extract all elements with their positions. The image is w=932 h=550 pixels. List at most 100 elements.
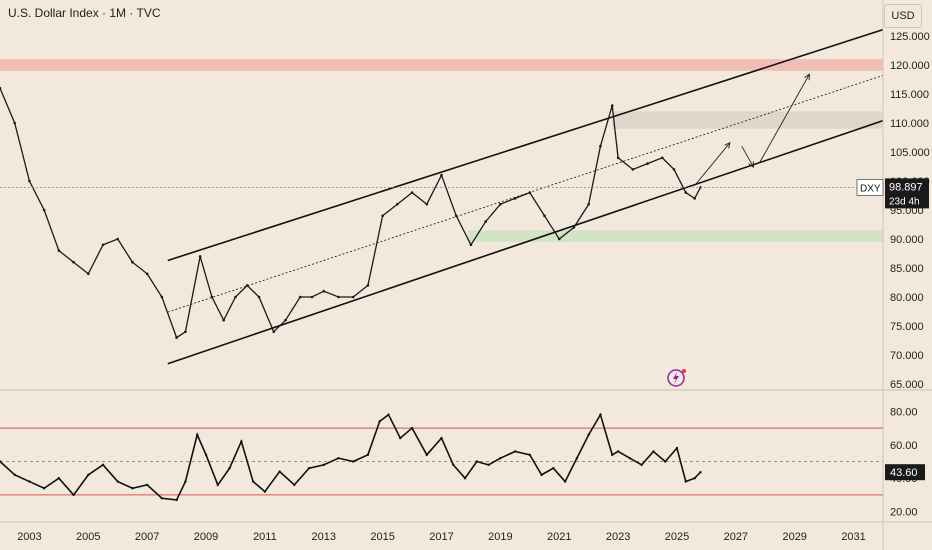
y-tick-label: 70.000 — [890, 350, 924, 362]
price-point — [0, 86, 2, 90]
rsi-point — [366, 453, 370, 457]
x-tick-label: 2005 — [76, 531, 100, 543]
price-point — [425, 202, 429, 206]
price-point — [145, 272, 149, 276]
rsi-point — [145, 483, 149, 487]
rsi-point — [175, 498, 178, 502]
projection-arrow — [694, 143, 730, 186]
price-point — [87, 272, 90, 276]
price-point — [616, 156, 620, 160]
rsi-point — [251, 480, 255, 483]
rsi-point — [196, 433, 199, 436]
y-tick-label: 120.000 — [890, 60, 930, 72]
price-point — [610, 104, 614, 107]
rsi-point — [387, 413, 390, 416]
price-point — [572, 226, 576, 229]
x-tick-label: 2009 — [194, 531, 218, 543]
price-point — [272, 330, 276, 334]
x-tick-label: 2017 — [429, 531, 453, 543]
y-tick-label: 125.000 — [890, 31, 930, 43]
rsi-point — [57, 477, 61, 480]
notification-dot — [682, 369, 686, 373]
price-point — [396, 202, 399, 206]
projection-arrow — [741, 145, 754, 167]
x-tick-label: 2011 — [253, 531, 277, 543]
price-point — [543, 214, 546, 218]
price-point — [210, 295, 214, 299]
rsi-point — [513, 450, 517, 453]
countdown-label: 23d 4h — [889, 196, 920, 207]
price-point — [631, 168, 635, 171]
rsi-point — [440, 436, 443, 440]
supply-zone — [612, 111, 883, 129]
y-tick-label: 105.000 — [890, 147, 930, 159]
rsi-value-badge — [885, 464, 925, 481]
price-point — [381, 214, 384, 218]
y-tick-label: 75.000 — [890, 321, 924, 333]
price-point — [298, 295, 302, 299]
price-point — [599, 144, 602, 148]
rsi-point — [452, 463, 455, 467]
x-tick-label: 2021 — [547, 531, 571, 543]
price-point — [116, 237, 120, 241]
rsi-point — [684, 480, 687, 483]
rsi-point — [463, 477, 467, 480]
rsi-point — [410, 426, 414, 430]
price-point — [57, 249, 61, 252]
rsi-tick-label: 60.00 — [890, 440, 918, 452]
rsi-point — [599, 413, 602, 416]
rsi-point — [263, 490, 267, 493]
last-price-label: 98.897 — [889, 181, 923, 193]
resistance-zone — [0, 59, 883, 71]
x-tick-label: 2031 — [841, 531, 865, 543]
rsi-point — [693, 477, 696, 480]
rsi-point — [293, 483, 296, 487]
x-tick-label: 2029 — [782, 531, 806, 543]
rsi-point — [131, 487, 134, 490]
y-tick-label: 65.000 — [890, 379, 924, 391]
x-tick-label: 2025 — [665, 531, 689, 543]
rsi-point — [616, 450, 620, 453]
price-point — [499, 202, 502, 206]
x-tick-label: 2013 — [312, 531, 336, 543]
price-point — [513, 197, 517, 200]
rsi-tick-label: 80.00 — [890, 406, 918, 418]
x-tick-label: 2027 — [724, 531, 748, 543]
rsi-point — [204, 453, 208, 457]
rsi-point — [228, 466, 231, 470]
rsi-point — [72, 493, 75, 497]
price-point — [198, 255, 202, 258]
rsi-point — [337, 456, 340, 460]
rsi-series — [0, 412, 702, 501]
price-point — [484, 220, 487, 223]
price-point — [42, 208, 46, 212]
y-tick-label: 110.000 — [890, 118, 929, 130]
price-point — [234, 295, 237, 299]
rsi-point — [240, 440, 243, 443]
chart-title: U.S. Dollar Index · 1M · TVC — [8, 6, 161, 20]
price-point — [587, 202, 590, 206]
symbol-tag — [856, 179, 884, 196]
rsi-point — [278, 470, 281, 473]
price-point — [351, 295, 355, 299]
price-point — [528, 191, 532, 194]
price-point — [101, 243, 105, 247]
x-tick-label: 2019 — [488, 531, 512, 543]
x-tick-label: 2015 — [370, 531, 394, 543]
flash-icon[interactable] — [667, 369, 685, 387]
price-point — [175, 336, 178, 339]
rsi-point — [378, 420, 381, 423]
rsi-point — [628, 456, 632, 460]
rsi-point — [663, 460, 667, 463]
x-tick-label: 2023 — [606, 531, 630, 543]
rsi-point — [640, 463, 643, 467]
rsi-point — [216, 483, 220, 487]
rsi-point — [42, 487, 46, 490]
rsi-point — [699, 470, 702, 474]
rsi-point — [425, 453, 428, 457]
x-tick-label: 2007 — [135, 531, 159, 543]
last-price-badge — [885, 178, 929, 209]
currency-button[interactable]: USD — [884, 4, 922, 28]
price-point — [284, 318, 287, 322]
